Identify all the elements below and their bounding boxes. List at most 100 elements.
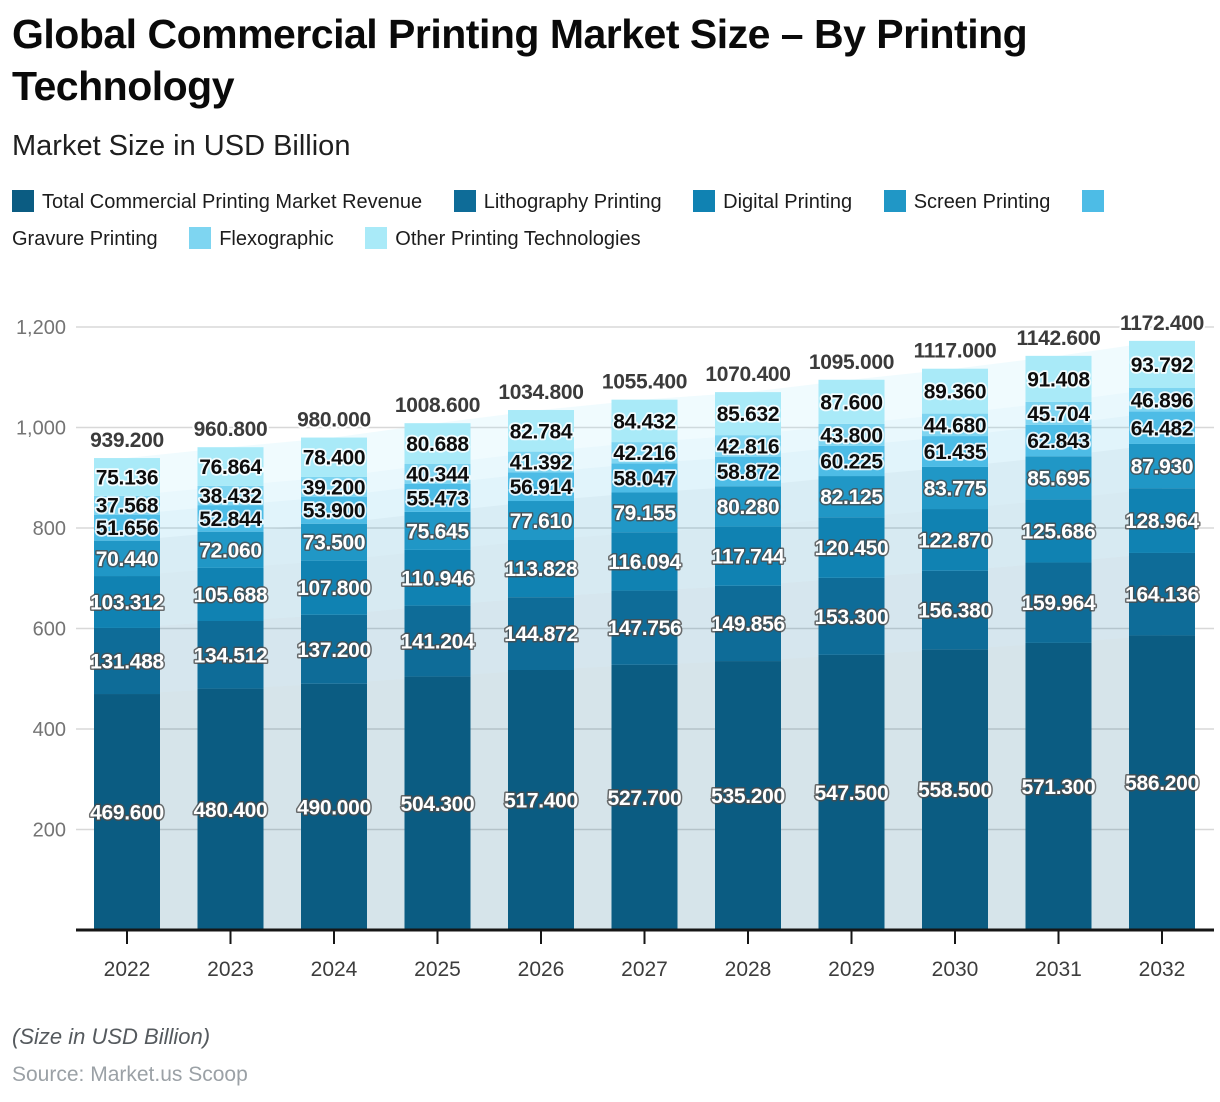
bar-segment-label: 43.800: [820, 424, 882, 447]
legend-item-label: Digital Printing: [723, 191, 853, 213]
x-axis-label: 2029: [828, 958, 875, 981]
bar-segment-label: 120.450: [815, 537, 889, 560]
bar-segment-label: 517.400: [504, 790, 578, 813]
bar-segment-label: 504.300: [401, 793, 475, 816]
bar-segment: [404, 549, 471, 606]
bar-segment-label: 40.344: [406, 463, 469, 486]
bar-segment-label: 116.094: [608, 551, 681, 574]
bar-segment-label: 107.800: [297, 577, 371, 600]
bar-total-label: 1055.400: [602, 371, 687, 394]
page-title: Global Commercial Printing Market Size –…: [12, 8, 1212, 112]
bar-total-label: 939.200: [90, 429, 164, 452]
bar-segment-label: 75.136: [96, 466, 158, 489]
page-title-line1: Global Commercial Printing Market Size –…: [12, 11, 1028, 57]
bar-segment-label: 547.500: [815, 782, 889, 805]
bar-total-label: 1034.800: [498, 381, 583, 404]
legend-swatch: [883, 190, 906, 212]
bar-segment-label: 558.500: [918, 779, 992, 802]
bar-segment: [611, 590, 678, 665]
bar-segment: [715, 661, 781, 930]
bar-segment: [715, 526, 781, 586]
bar-segment: [301, 614, 367, 684]
chart-subtitle: Market Size in USD Billion: [12, 130, 351, 162]
x-axis-label: 2022: [104, 958, 151, 981]
bar-segment-label: 55.473: [406, 487, 468, 510]
bar-segment-label: 159.964: [1022, 592, 1096, 615]
bar-segment: [1129, 411, 1195, 444]
bar-segment: [1025, 642, 1092, 930]
bar-segment: [922, 509, 988, 571]
bar-segment: [922, 413, 988, 437]
bar-segment-label: 76.864: [199, 456, 262, 479]
legend-item-label: Gravure Printing: [12, 228, 158, 250]
bar-segment-label: 105.688: [194, 584, 268, 607]
bar-segment: [611, 664, 678, 930]
bar-segment-label: 571.300: [1022, 776, 1096, 799]
bar-segment: [197, 505, 264, 532]
x-axis-label: 2031: [1035, 958, 1082, 981]
bar-segment: [715, 392, 781, 436]
bar-segment-label: 535.200: [711, 785, 785, 808]
bar-segment-label: 144.872: [504, 623, 578, 646]
bar-segment: [508, 472, 574, 502]
bar-segment: [404, 423, 471, 464]
bar-segment: [197, 447, 264, 486]
bar-total-label: 1142.600: [1016, 327, 1100, 350]
bar-total-label: 960.800: [194, 418, 268, 441]
bar-segment: [922, 570, 988, 650]
x-axis-label: 2024: [311, 958, 358, 981]
bar-segment: [922, 368, 988, 414]
bar-segment: [197, 621, 264, 689]
y-axis-tick-label: 200: [33, 820, 66, 842]
bar-segment-label: 89.360: [924, 381, 986, 404]
bar-segment-label: 128.964: [1125, 510, 1199, 533]
bar-total-label: 1172.400: [1120, 312, 1204, 335]
x-axis-label: 2032: [1139, 958, 1186, 981]
bar-segment: [404, 483, 471, 512]
x-axis-label: 2030: [932, 958, 979, 981]
bar-segment-label: 103.312: [90, 591, 164, 614]
bar-segment: [611, 463, 678, 493]
bar-segment-label: 80.280: [717, 496, 779, 519]
bar-segment-label: 125.686: [1022, 520, 1096, 543]
bar-segment-label: 45.704: [1027, 403, 1090, 426]
bar-segment-label: 527.700: [608, 787, 682, 810]
legend-swatch: [12, 190, 34, 212]
bar-segment-label: 147.756: [608, 617, 682, 640]
bar-segment-label: 58.872: [717, 461, 779, 484]
bar-segment-label: 62.843: [1027, 430, 1089, 453]
bar-segment: [818, 423, 885, 446]
bar-segment: [611, 492, 678, 533]
bar-segment: [1129, 340, 1195, 388]
bar-segment-label: 83.775: [924, 477, 987, 500]
chart-legend: Total Commercial Printing Market Revenue…: [12, 184, 1152, 258]
bar-segment: [404, 605, 471, 677]
bar-segment-label: 60.225: [820, 450, 883, 473]
bar-segment: [508, 451, 574, 473]
bar-segment-label: 78.400: [303, 447, 365, 470]
bar-segment-label: 64.482: [1131, 417, 1193, 440]
page-title-line2: Technology: [12, 63, 235, 109]
legend-item: Lithography Printing: [453, 190, 662, 213]
bar-segment-label: 164.136: [1125, 584, 1199, 607]
bar-segment-label: 113.828: [505, 558, 578, 581]
bar-segment: [94, 458, 160, 496]
bar-segment: [94, 540, 160, 577]
bar-segment-label: 72.060: [199, 539, 261, 562]
bar-segment: [508, 670, 574, 930]
bar-segment: [404, 511, 471, 550]
bar-segment-label: 85.632: [717, 403, 779, 426]
bar-segment: [715, 486, 781, 527]
y-axis-tick-label: 600: [33, 619, 66, 641]
bar-segment-label: 79.155: [613, 502, 676, 525]
x-axis-label: 2026: [518, 958, 565, 981]
bar-segment-label: 82.784: [510, 420, 573, 443]
bar-segment-label: 42.216: [613, 442, 675, 465]
bar-segment: [508, 410, 574, 452]
bar-segment-label: 156.380: [918, 600, 992, 623]
bar-segment: [818, 517, 885, 578]
bar-segment-label: 153.300: [815, 606, 889, 629]
bar-segment-label: 85.695: [1027, 467, 1090, 490]
bar-segment: [922, 649, 988, 930]
